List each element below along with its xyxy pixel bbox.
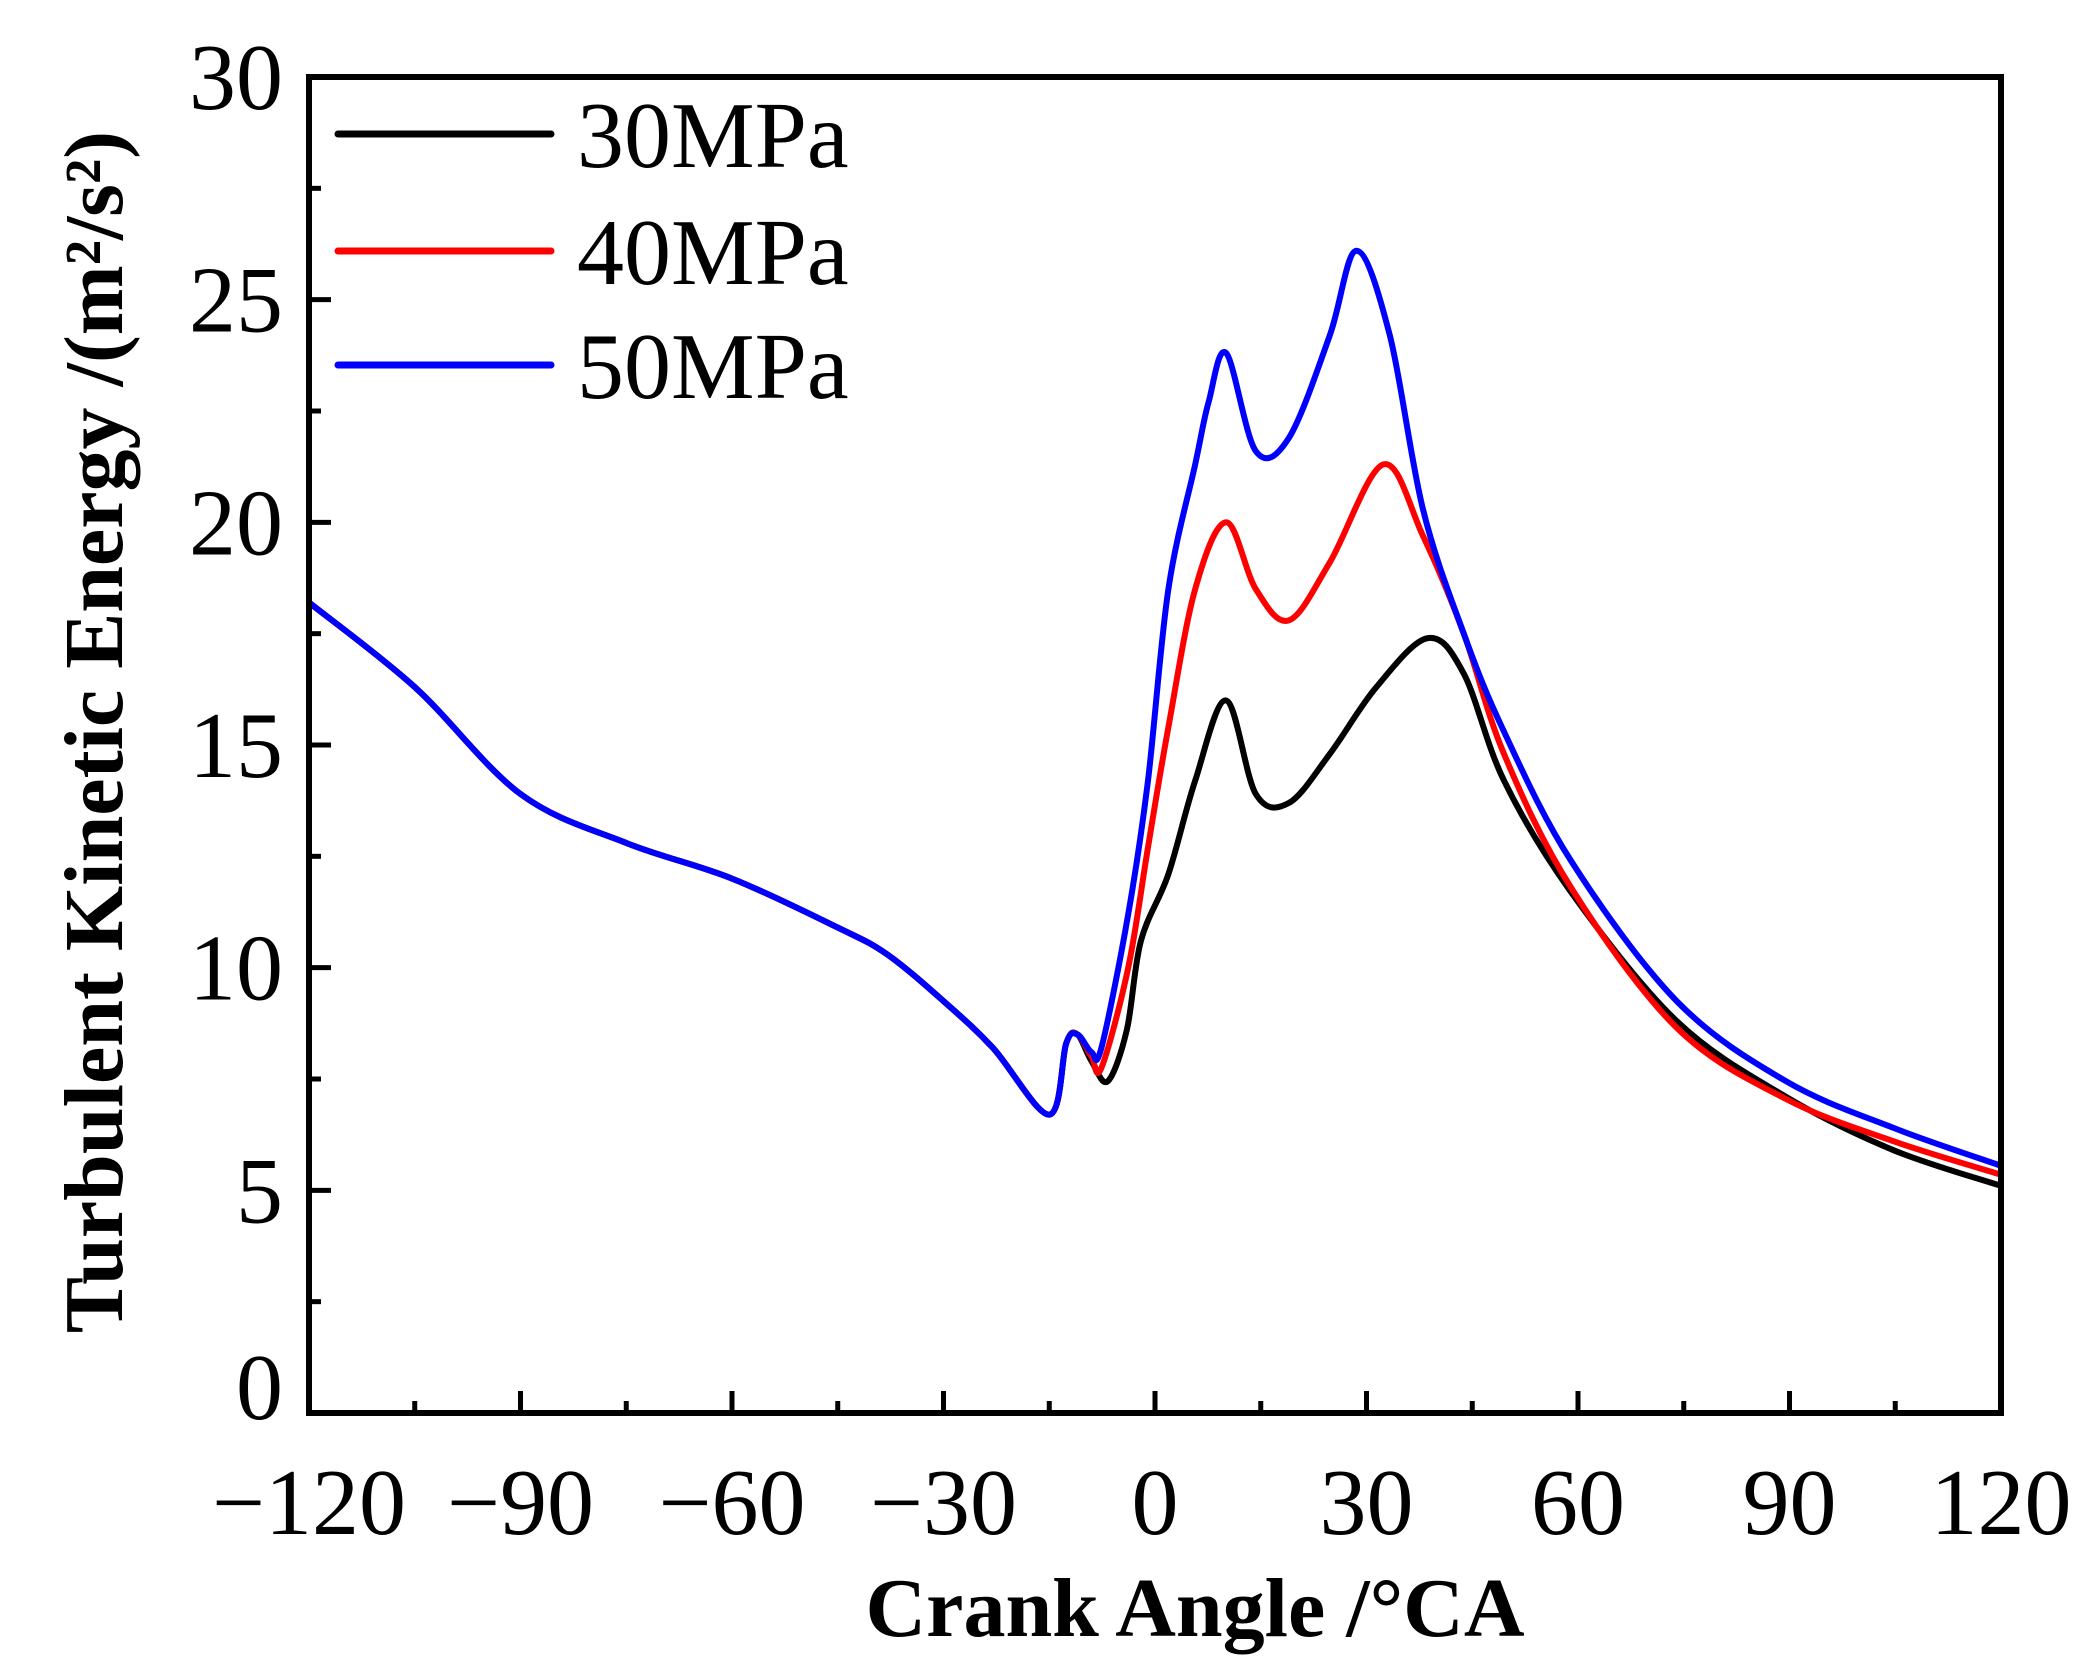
y-tick-labels: 0 5 10 15 20 25 30 (189, 26, 283, 1440)
y-axis-title: Turbulent Kinetic Energy /(m²/s²) (48, 131, 141, 1333)
series-line-50mpa (307, 247, 2002, 1169)
x-tick-label: −60 (658, 1451, 805, 1555)
legend-label: 50MPa (577, 315, 849, 419)
legend-item-30mpa: 30MPa (334, 84, 849, 188)
x-tick-label: −120 (212, 1451, 406, 1555)
legend-item-50mpa: 50MPa (334, 315, 849, 419)
legend-label: 30MPa (577, 84, 849, 188)
y-tick-label: 15 (189, 694, 283, 798)
x-axis-title: Crank Angle /°CA (866, 1562, 1525, 1655)
series-lines (307, 247, 2002, 1189)
axis-ticks (306, 74, 2004, 1416)
x-tick-label: 90 (1743, 1451, 1837, 1555)
y-tick-label: 20 (189, 471, 283, 575)
plot-frame (306, 74, 2004, 1416)
x-tick-label: 30 (1320, 1451, 1414, 1555)
x-tick-label: 120 (1931, 1451, 2072, 1555)
x-tick-label: 0 (1132, 1451, 1179, 1555)
x-tick-labels: −120 −90 −60 −30 0 30 60 90 120 (212, 1451, 2072, 1555)
y-tick-label: 5 (236, 1139, 283, 1243)
legend-label: 40MPa (577, 201, 849, 305)
y-tick-label: 0 (236, 1336, 283, 1440)
x-tick-label: −90 (447, 1451, 594, 1555)
y-tick-label: 30 (189, 26, 283, 130)
legend-item-40mpa: 40MPa (334, 201, 849, 305)
y-tick-label: 25 (189, 249, 283, 353)
x-tick-label: −30 (870, 1451, 1017, 1555)
y-tick-label: 10 (189, 917, 283, 1021)
x-tick-label: 60 (1531, 1451, 1625, 1555)
